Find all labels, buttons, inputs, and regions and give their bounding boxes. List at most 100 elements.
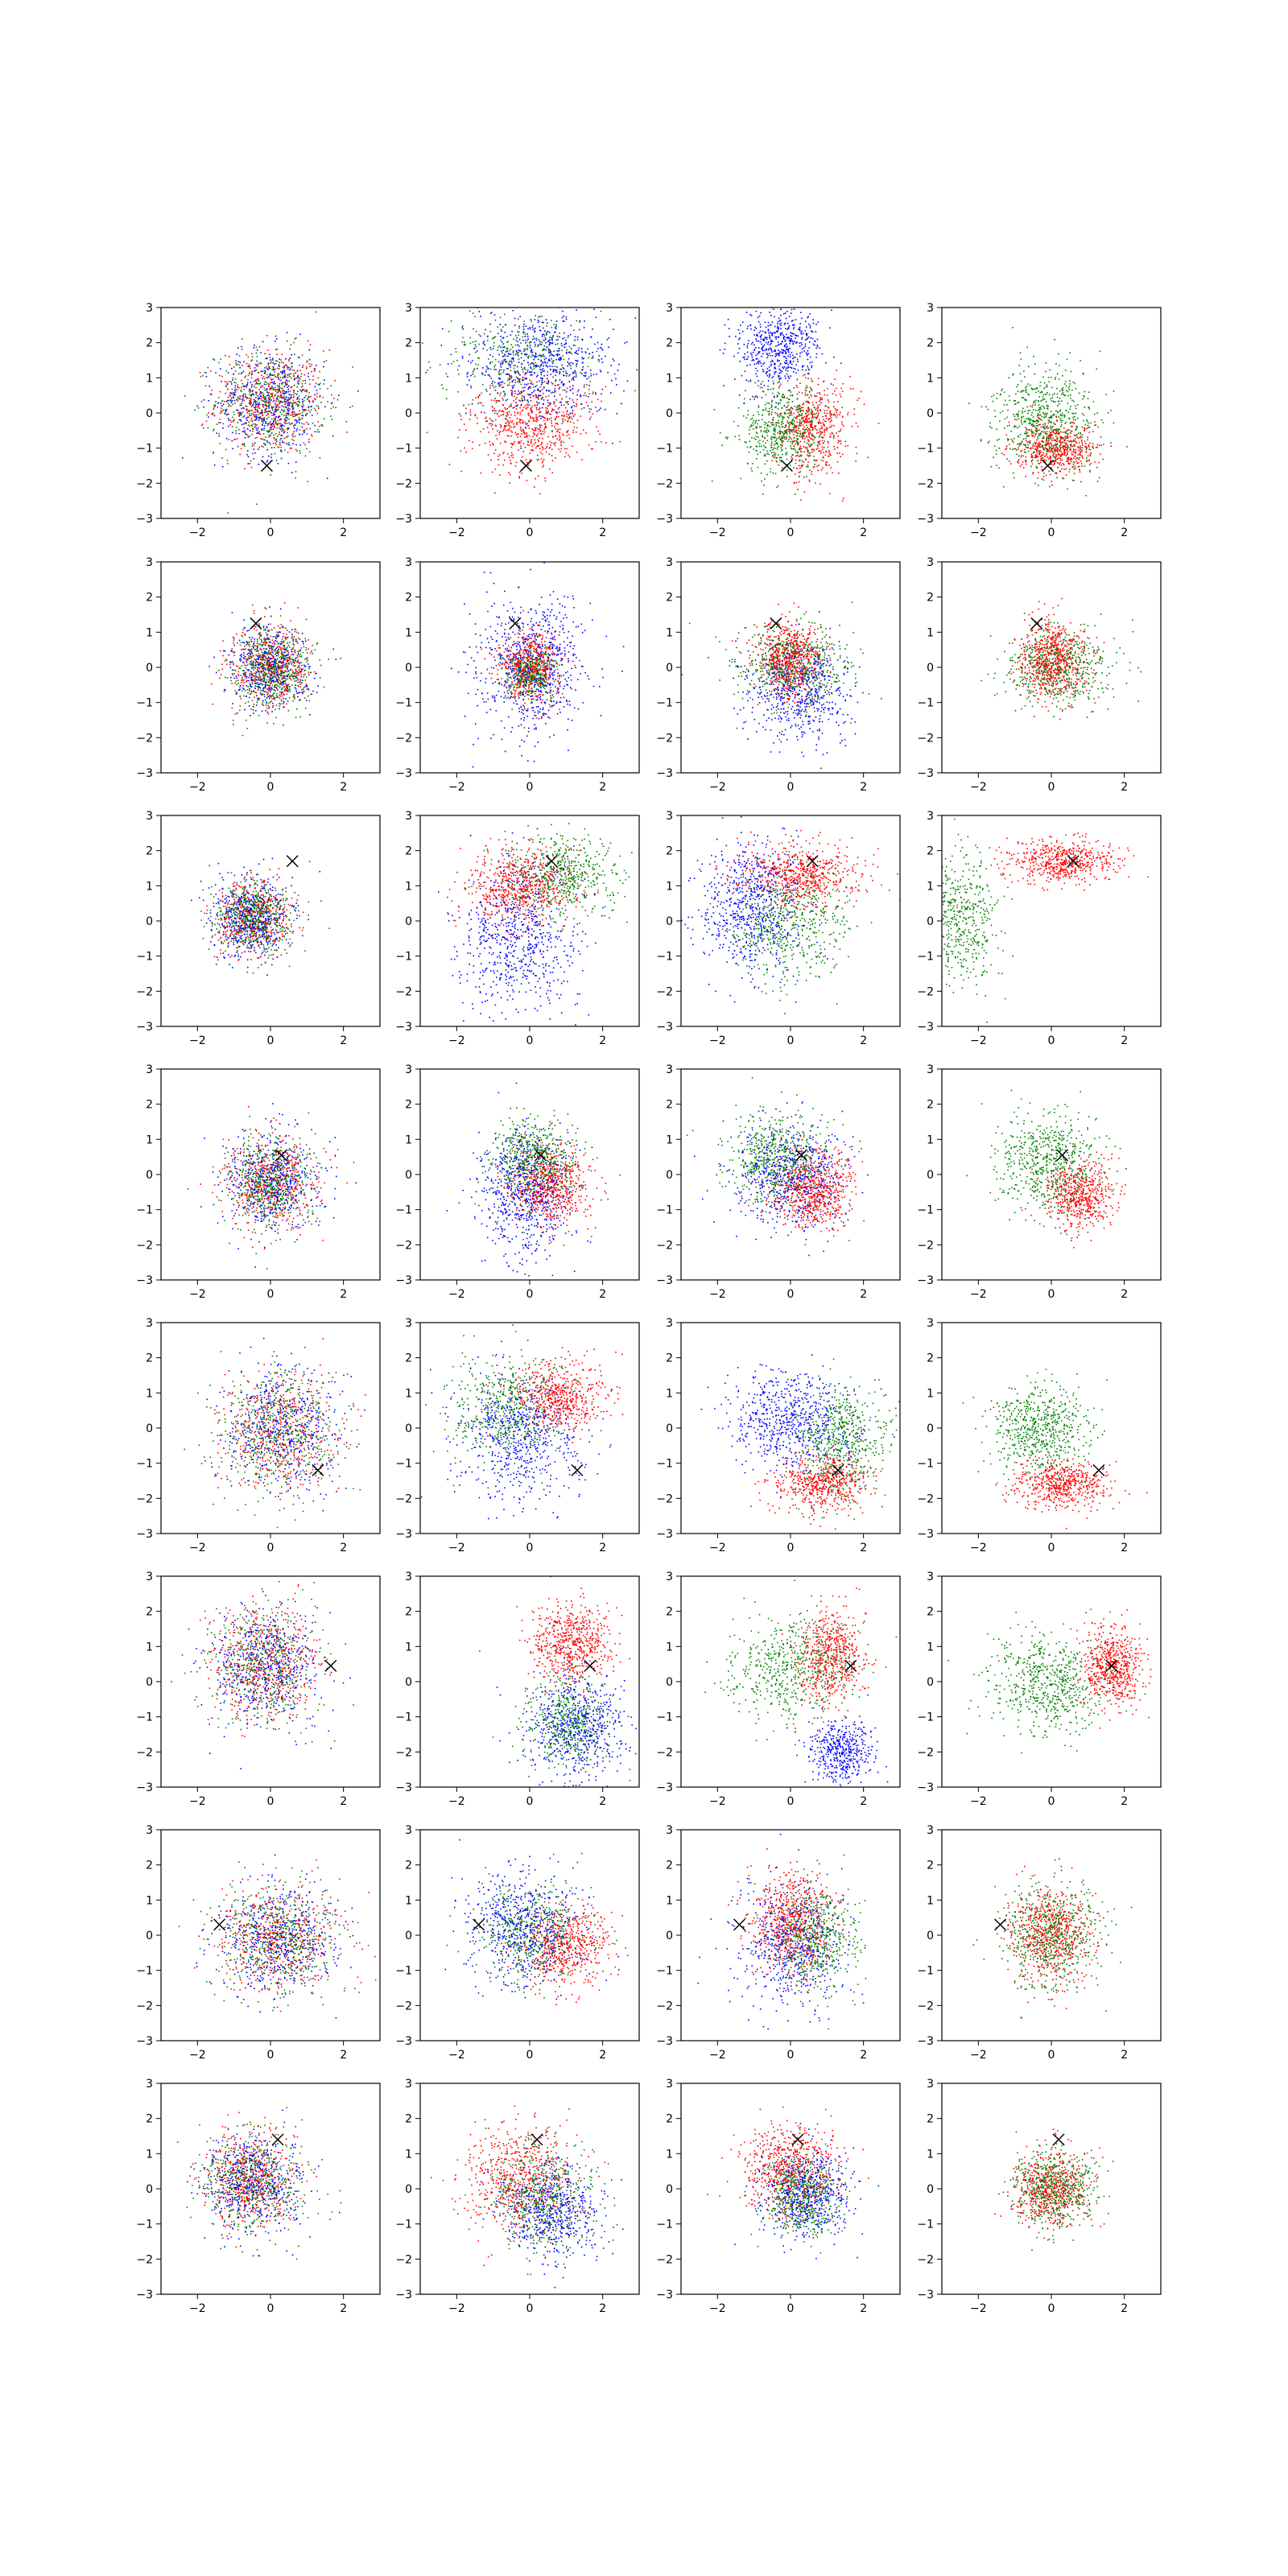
data-point-red: [500, 415, 502, 416]
data-point-red: [823, 442, 824, 444]
data-point-blue: [785, 353, 786, 355]
data-point-green: [267, 431, 270, 433]
data-point-red: [248, 421, 250, 423]
data-point-green: [204, 385, 207, 387]
data-point-blue: [774, 367, 775, 369]
data-point-red: [306, 368, 308, 369]
data-point-green: [799, 471, 802, 473]
data-point-green: [505, 423, 507, 424]
data-point-blue: [796, 353, 798, 355]
data-point-green: [266, 400, 267, 402]
data-point-green: [789, 410, 791, 412]
data-point-blue: [230, 400, 232, 402]
data-point-blue: [285, 384, 287, 386]
data-point-blue: [256, 429, 258, 431]
data-point-green: [491, 361, 493, 363]
data-point-red: [311, 436, 313, 437]
data-point-blue: [285, 390, 287, 393]
data-point-blue: [563, 370, 564, 373]
data-point-red: [555, 423, 557, 425]
data-point-red: [523, 431, 525, 432]
data-point-green: [764, 478, 766, 480]
data-point-green: [266, 382, 267, 383]
data-point-green: [755, 439, 757, 440]
data-point-red: [275, 400, 277, 402]
data-point-red: [539, 428, 540, 431]
data-point-red: [279, 444, 282, 446]
data-point-red: [509, 416, 511, 419]
data-point-green: [552, 376, 554, 378]
data-point-red: [807, 421, 809, 423]
data-point-red: [522, 443, 525, 444]
data-point-green: [789, 432, 791, 434]
data-point-green: [776, 437, 778, 440]
data-point-red: [521, 430, 522, 432]
data-point-red: [559, 450, 561, 452]
data-point-blue: [292, 436, 295, 438]
data-point-red: [807, 456, 810, 457]
data-point-blue: [302, 401, 303, 402]
data-point-green: [1074, 465, 1076, 468]
data-point-green: [497, 346, 499, 349]
data-point-blue: [514, 372, 516, 374]
data-point-red: [246, 353, 248, 356]
data-point-green: [509, 382, 510, 384]
data-point-blue: [749, 324, 751, 327]
data-point-green: [535, 385, 538, 386]
data-point-blue: [797, 335, 799, 337]
data-point-green: [273, 434, 275, 436]
data-point-blue: [592, 328, 593, 330]
data-point-green: [281, 430, 283, 432]
data-point-red: [803, 446, 805, 448]
data-point-green: [268, 396, 270, 398]
data-point-green: [786, 453, 787, 456]
data-point-green: [512, 350, 514, 352]
data-point-green: [760, 445, 762, 448]
data-point-red: [499, 454, 501, 456]
data-point-red: [539, 448, 541, 450]
data-point-green: [803, 365, 805, 367]
data-point-red: [519, 419, 521, 422]
data-point-green: [753, 419, 754, 422]
data-point-red: [818, 431, 819, 433]
data-point-blue: [778, 344, 780, 345]
data-point-green: [255, 386, 257, 389]
data-point-green: [793, 386, 795, 389]
data-point-blue: [562, 320, 564, 322]
data-point-red: [841, 390, 844, 392]
data-point-blue: [560, 357, 562, 359]
data-point-red: [264, 373, 266, 374]
data-point-blue: [543, 375, 545, 377]
data-point-blue: [634, 317, 637, 319]
data-point-green: [549, 349, 551, 351]
data-point-red: [813, 466, 815, 468]
data-point-green: [292, 407, 295, 409]
data-point-red: [801, 392, 803, 394]
data-point-blue: [243, 386, 245, 388]
data-point-green: [755, 445, 757, 448]
data-point-red: [815, 402, 817, 403]
data-point-green: [778, 430, 781, 431]
data-point-green: [285, 416, 287, 419]
data-point-red: [213, 407, 215, 409]
data-point-red: [264, 353, 266, 355]
data-point-green: [749, 381, 751, 382]
data-point-blue: [241, 407, 243, 410]
data-point-blue: [468, 360, 469, 362]
data-point-blue: [288, 404, 291, 407]
data-point-blue: [742, 357, 744, 358]
data-point-red: [544, 480, 547, 482]
data-point-blue: [326, 477, 328, 480]
data-point-red: [235, 389, 237, 390]
data-point-red: [831, 413, 832, 415]
data-point-red: [832, 437, 835, 440]
data-point-red: [537, 439, 539, 441]
data-point-red: [510, 430, 512, 432]
data-point-blue: [812, 343, 815, 345]
data-point-red: [541, 433, 543, 435]
data-point-red: [833, 436, 835, 438]
data-point-red: [799, 445, 801, 447]
data-point-blue: [737, 329, 740, 331]
data-point-red: [237, 422, 239, 423]
data-point-blue: [547, 341, 549, 343]
